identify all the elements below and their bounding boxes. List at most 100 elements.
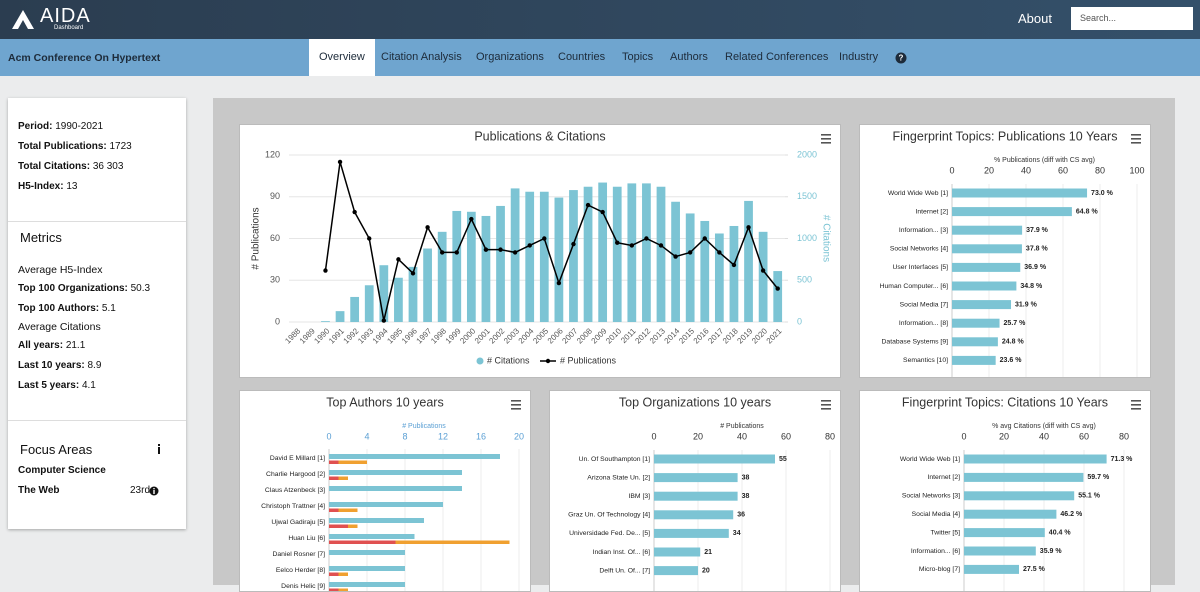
info-icon[interactable] [149, 486, 159, 496]
menu-line [511, 400, 521, 402]
metric-heading: Average H5-Index [18, 264, 103, 276]
nav-tab[interactable]: Countries [558, 51, 606, 63]
y-axis-label: # Publications [251, 207, 262, 269]
legend-label: # Publications [560, 355, 617, 365]
bar [321, 321, 330, 322]
nav-tab[interactable]: Overview [309, 39, 375, 76]
y-tick-label: 30 [270, 275, 280, 285]
bar [773, 271, 783, 322]
data-label: 64.8 % [1076, 208, 1099, 215]
y-tick-label: Information... [8] [899, 320, 948, 327]
nav-tab[interactable]: Topics [622, 51, 654, 63]
nav-tab[interactable]: Authors [670, 51, 708, 63]
chart-menu[interactable] [1131, 400, 1141, 410]
chart-menu[interactable] [821, 134, 831, 144]
logo[interactable]: AIDA [40, 5, 91, 27]
header: AIDA Dashboard About Search... [0, 0, 1200, 39]
metric-value: 4.1 [81, 380, 96, 391]
bar [656, 186, 666, 322]
y-tick-label: Charlie Hargood [2] [266, 471, 325, 478]
help-icon[interactable]: ? [895, 52, 907, 64]
y-tick-label: Social Networks [4] [890, 246, 948, 253]
chart: Top Organizations 10 years # Publications… [568, 395, 835, 591]
search-placeholder: Search... [1080, 13, 1117, 23]
x-tick-label: 2017 [706, 326, 725, 345]
bar [700, 220, 710, 322]
y2-tick-label: 1000 [797, 233, 817, 243]
bar [952, 188, 1088, 198]
bar [654, 547, 701, 557]
line-point [323, 268, 328, 273]
bar [379, 265, 389, 322]
y-tick-label: Denis Helic [9] [281, 583, 325, 590]
stat-label: Period: [18, 121, 53, 132]
x-tick-label: 2006 [546, 326, 565, 345]
data-label: 37.9 % [1026, 227, 1049, 234]
chart-menu[interactable] [511, 400, 521, 410]
legend-item: # Citations [476, 355, 530, 365]
bar [627, 183, 637, 322]
chart-menu[interactable] [821, 400, 831, 410]
bar [496, 205, 505, 322]
bar [408, 266, 418, 322]
bar [642, 183, 651, 322]
chart-menu[interactable] [1131, 134, 1141, 144]
metric-value: 5.1 [101, 303, 116, 314]
nav-tab[interactable]: Related Conferences [725, 51, 829, 63]
chart-title: Top Authors 10 years [326, 395, 443, 409]
bar [654, 510, 734, 520]
line-point [542, 236, 547, 241]
search-box[interactable]: Search... [1071, 7, 1193, 30]
y-tick-label: David E Millard [1] [270, 455, 325, 462]
about-link[interactable]: About [1018, 11, 1052, 26]
data-label: 20 [702, 567, 710, 574]
legend-swatch [476, 357, 484, 365]
nav-tab[interactable]: Organizations [476, 51, 544, 63]
bar [329, 540, 510, 544]
line-point [731, 262, 737, 268]
stat-value: 36 303 [92, 161, 124, 172]
x-tick-label: 2004 [517, 326, 536, 345]
bar [952, 225, 1023, 235]
stat-value: 13 [66, 181, 78, 192]
y-tick-label: Arizona State Un. [2] [587, 474, 650, 481]
line-point [687, 250, 693, 255]
x-tick-label: 1996 [400, 326, 419, 345]
y-tick-label: Semantics [10] [903, 357, 948, 364]
chart-card: Top Organizations 10 years # Publications… [549, 390, 841, 592]
line-point [673, 254, 678, 259]
line-point [527, 243, 532, 248]
nav-tab[interactable]: Industry [839, 51, 879, 63]
x-tick-label: 2012 [633, 326, 652, 345]
menu-line [1131, 142, 1141, 144]
metric: Top 100 Authors: 5.1 [18, 303, 116, 314]
x-tick-label: 12 [438, 431, 448, 441]
x-tick-label: 2007 [560, 326, 579, 345]
logo-icon[interactable] [10, 8, 40, 30]
x-tick-label: 2013 [648, 326, 667, 345]
bar [510, 188, 520, 322]
line-point [571, 241, 576, 247]
x-tick-label: 1989 [298, 326, 317, 345]
data-label: 36.9 % [1024, 264, 1047, 271]
bar [729, 225, 739, 322]
x-axis-label: % Publications (diff with CS avg) [994, 157, 1095, 164]
x-tick-label: 0 [326, 431, 331, 441]
bar [329, 470, 462, 475]
y-tick-label: Un. Of Southampton [1] [579, 456, 651, 463]
bar [952, 318, 1000, 328]
info-icon[interactable] [155, 443, 163, 455]
line-point [469, 216, 474, 222]
nav-tab[interactable]: Citation Analysis [381, 51, 462, 63]
line-point [352, 209, 357, 215]
bar [964, 528, 1045, 538]
menu-line [821, 408, 831, 410]
separator [8, 420, 186, 421]
x-tick-label: 2002 [487, 326, 506, 345]
y-tick-label: Eelco Herder [8] [276, 567, 325, 574]
chart-title: Fingerprint Topics: Publications 10 Year… [893, 129, 1118, 143]
menu-line [821, 142, 831, 144]
x-tick-label: 2015 [677, 326, 696, 345]
bar [964, 454, 1107, 464]
